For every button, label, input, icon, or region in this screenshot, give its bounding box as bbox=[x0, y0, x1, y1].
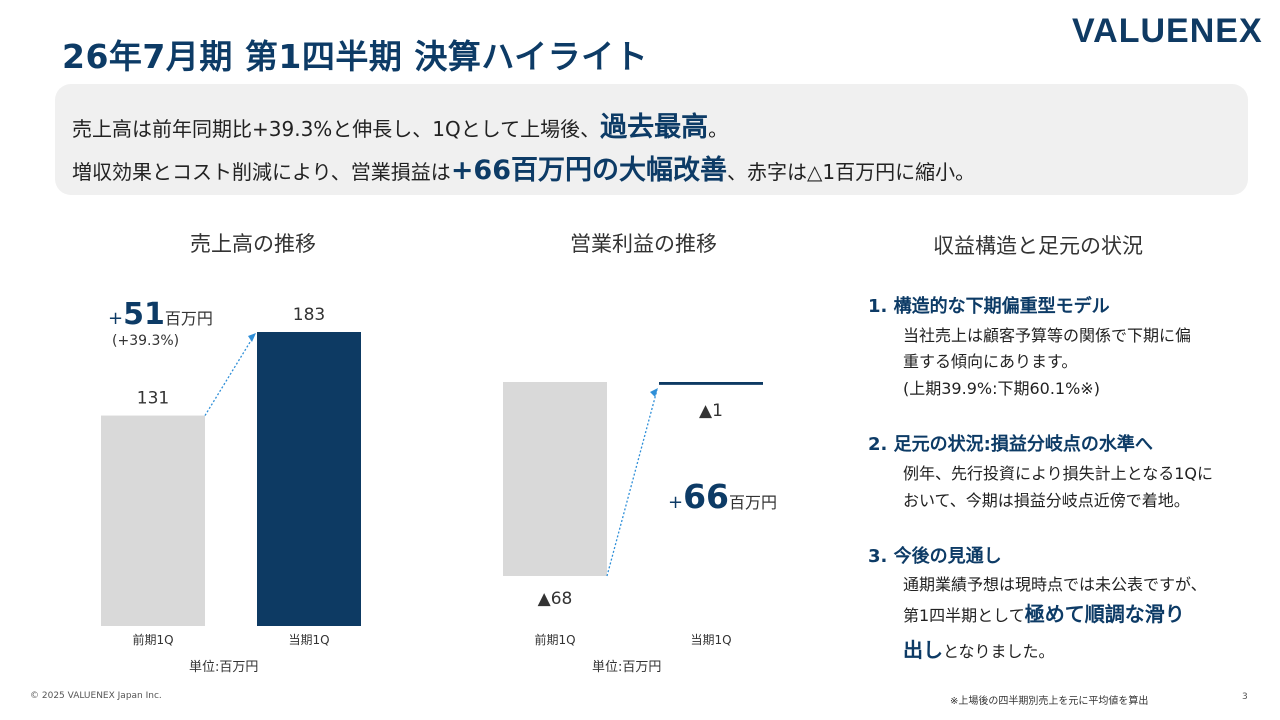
profit-bar-label-1: ▲68 bbox=[538, 589, 573, 609]
sales-trend-arrowhead bbox=[248, 333, 256, 342]
highlight-line-1-emphasis: 過去最高 bbox=[600, 112, 709, 143]
profit-trend-arrow bbox=[606, 389, 658, 577]
structure-item-1-head: 1. 構造的な下期偏重型モデル bbox=[868, 296, 1110, 317]
profit-bar-2 bbox=[659, 382, 763, 385]
copyright: © 2025 VALUENEX Japan Inc. bbox=[30, 691, 162, 701]
structure-item-3-line-3: 出しとなりました。 bbox=[903, 634, 1055, 663]
structure-item-3-emphasis: 極めて順調な滑り bbox=[1024, 602, 1185, 626]
sales-bar-1 bbox=[101, 415, 205, 626]
sales-increase-value: 51 bbox=[123, 297, 165, 332]
sales-category-label-1: 前期1Q bbox=[132, 632, 173, 647]
structure-item-2-line-2: おいて、今期は損益分岐点近傍で着地。 bbox=[903, 491, 1190, 510]
profit-bar-label-2: ▲1 bbox=[699, 401, 723, 421]
profit-increase-prefix: + bbox=[668, 492, 684, 513]
sales-bar-label-2: 183 bbox=[293, 305, 325, 325]
profit-bar-1 bbox=[503, 382, 607, 576]
sales-category-label-2: 当期1Q bbox=[288, 633, 329, 647]
sales-chart-heading: 売上高の推移 bbox=[190, 232, 316, 256]
structure-item-3-line-2: 第1四半期として極めて順調な滑り bbox=[903, 598, 1185, 627]
sales-bar-2 bbox=[257, 332, 361, 626]
sales-increase-pct: (+39.3%) bbox=[112, 333, 180, 349]
sales-increase-prefix: + bbox=[108, 308, 124, 329]
page-title: 26年7月期 第1四半期 決算ハイライト bbox=[62, 37, 649, 76]
structure-item-1-line-2: 重する傾向にあります。 bbox=[903, 352, 1078, 371]
structure-item-3-line-1: 通期業績予想は現時点では未公表ですが、 bbox=[903, 575, 1207, 594]
structure-item-3-line-3-text: となりました。 bbox=[943, 642, 1055, 661]
profit-category-label-1: 前期1Q bbox=[534, 632, 575, 647]
structure-item-3-emphasis-end: 出し bbox=[903, 638, 943, 662]
highlight-line-2-emphasis: +66百万円の大幅改善 bbox=[450, 155, 728, 186]
structure-item-3-head: 3. 今後の見通し bbox=[868, 546, 1002, 567]
profit-increase-label: +66百万円 bbox=[668, 477, 777, 516]
highlight-line-1-text: 売上高は前年同期比+39.3%と伸長し、1Qとして上場後、 bbox=[72, 117, 601, 141]
charts-canvas: 131 前期1Q 183 当期1Q ▲68 前期1Q ▲1 当期1Q bbox=[101, 305, 763, 647]
sales-increase-label: +51百万円 bbox=[108, 297, 213, 332]
highlight-line-1-end: 。 bbox=[708, 117, 729, 141]
structure-heading: 収益構造と足元の状況 bbox=[933, 234, 1143, 258]
sales-trend-arrow bbox=[204, 333, 256, 416]
highlight-line-2: 増収効果とコスト削減により、営業損益は+66百万円の大幅改善、赤字は△1百万円に… bbox=[72, 148, 975, 187]
profit-increase-unit: 百万円 bbox=[729, 493, 778, 512]
footnote: ※上場後の四半期別売上を元に平均値を算出 bbox=[950, 696, 1149, 707]
highlight-box bbox=[55, 84, 1248, 195]
highlight-line-2-end: 、赤字は△1百万円に縮小。 bbox=[727, 160, 976, 184]
structure-item-1-line-1: 当社売上は顧客予算等の関係で下期に偏 bbox=[903, 326, 1192, 345]
sales-bar-label-1: 131 bbox=[137, 389, 169, 409]
profit-increase-value: 66 bbox=[683, 477, 730, 516]
highlight-line-2-text: 増収効果とコスト削減により、営業損益は bbox=[72, 160, 451, 184]
structure-item-1-line-3: (上期39.9%:下期60.1%※) bbox=[903, 379, 1100, 398]
structure-item-2-head: 2. 足元の状況:損益分岐点の水準へ bbox=[868, 434, 1153, 455]
profit-chart-heading: 営業利益の推移 bbox=[570, 232, 717, 256]
sales-unit-note: 単位:百万円 bbox=[189, 660, 259, 675]
structure-item-3-line-2-text: 第1四半期として bbox=[903, 606, 1025, 625]
structure-item-2-line-1: 例年、先行投資により損失計上となる1Qに bbox=[903, 464, 1213, 483]
profit-trend-arrowhead bbox=[650, 388, 658, 397]
profit-unit-note: 単位:百万円 bbox=[592, 660, 662, 675]
sales-increase-unit: 百万円 bbox=[164, 309, 213, 328]
page-number: 3 bbox=[1242, 692, 1248, 702]
highlight-line-1: 売上高は前年同期比+39.3%と伸長し、1Qとして上場後、過去最高。 bbox=[72, 105, 728, 144]
profit-category-label-2: 当期1Q bbox=[690, 633, 731, 647]
company-logo: VALUENEX bbox=[1072, 12, 1263, 50]
